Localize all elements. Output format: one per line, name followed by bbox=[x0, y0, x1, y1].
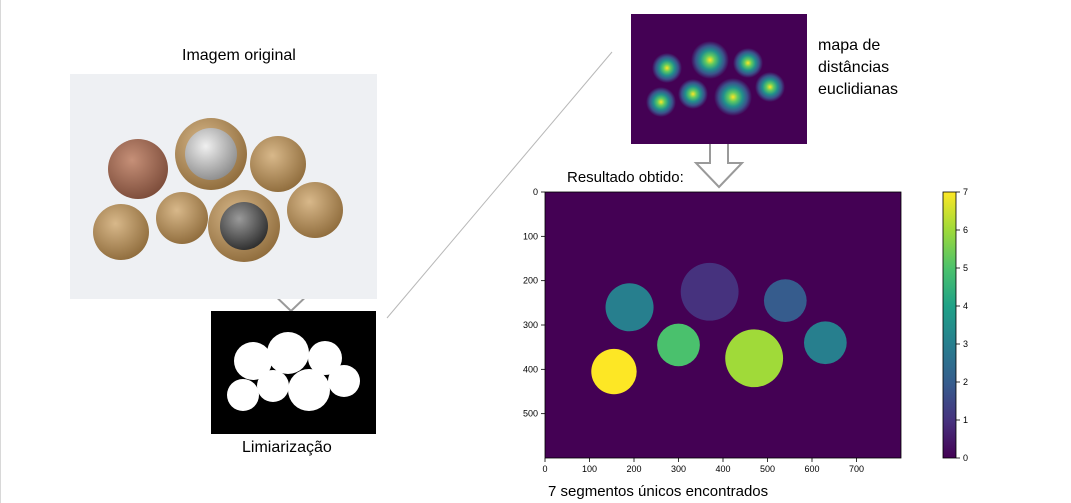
segments-group bbox=[591, 262, 847, 395]
y-tick-label: 100 bbox=[523, 231, 538, 241]
binary-image bbox=[211, 311, 376, 434]
x-tick-label: 200 bbox=[626, 464, 641, 474]
x-tick-label: 600 bbox=[804, 464, 819, 474]
segment-3 bbox=[605, 283, 654, 332]
heatmap-background bbox=[545, 192, 901, 458]
x-axis: 0 100 200 300 400 500 600 700 bbox=[542, 458, 864, 474]
x-tick-label: 700 bbox=[849, 464, 864, 474]
colorbar-tick-label: 6 bbox=[963, 225, 968, 235]
left-edge-line bbox=[0, 0, 1, 503]
colorbar bbox=[942, 191, 957, 459]
colorbar-tick-label: 1 bbox=[963, 415, 968, 425]
y-tick-label: 300 bbox=[523, 320, 538, 330]
x-tick-label: 300 bbox=[671, 464, 686, 474]
segment-1 bbox=[680, 262, 739, 321]
colorbar-tick-label: 5 bbox=[963, 263, 968, 273]
original-image-label: Imagem original bbox=[182, 47, 296, 64]
distance-map-label-line-3: euclidianas bbox=[818, 81, 899, 98]
distance-map-label-line-2: distâncias bbox=[818, 59, 890, 76]
colorbar-tick-label: 2 bbox=[963, 377, 968, 387]
y-tick-label: 200 bbox=[523, 276, 538, 286]
distance-map-image bbox=[631, 14, 807, 144]
y-axis: 0 100 200 300 400 500 bbox=[523, 187, 545, 419]
colorbar-axis: 0 1 2 3 4 5 6 7 bbox=[956, 187, 968, 463]
connector-line bbox=[386, 51, 613, 319]
x-tick-label: 400 bbox=[715, 464, 730, 474]
result-label: Resultado obtido: bbox=[567, 169, 684, 186]
colorbar-tick-label: 7 bbox=[963, 187, 968, 197]
down-arrow-right-icon bbox=[693, 139, 745, 189]
y-tick-label: 400 bbox=[523, 364, 538, 374]
coins-photo bbox=[70, 74, 377, 299]
segment-4 bbox=[803, 321, 847, 365]
y-tick-label: 0 bbox=[533, 187, 538, 197]
segment-2 bbox=[763, 279, 807, 322]
distance-map-label-line-1: mapa de bbox=[818, 37, 881, 54]
segment-7 bbox=[591, 348, 637, 395]
segment-6 bbox=[725, 329, 784, 388]
colorbar-tick-label: 3 bbox=[963, 339, 968, 349]
distance-map-label: mapa de distâncias euclidianas bbox=[818, 35, 968, 101]
x-tick-label: 0 bbox=[542, 464, 547, 474]
segments-count-label: 7 segmentos únicos encontrados bbox=[548, 483, 769, 500]
x-tick-label: 500 bbox=[760, 464, 775, 474]
colorbar-tick-label: 4 bbox=[963, 301, 968, 311]
x-tick-label: 100 bbox=[582, 464, 597, 474]
thresholding-label: Limiarização bbox=[242, 439, 332, 456]
y-tick-label: 500 bbox=[523, 409, 538, 419]
segment-5 bbox=[657, 323, 700, 367]
segmentation-chart: 0 100 200 300 400 500 600 700 0100200300400500 … bbox=[523, 187, 968, 474]
colorbar-tick-label: 0 bbox=[963, 453, 968, 463]
